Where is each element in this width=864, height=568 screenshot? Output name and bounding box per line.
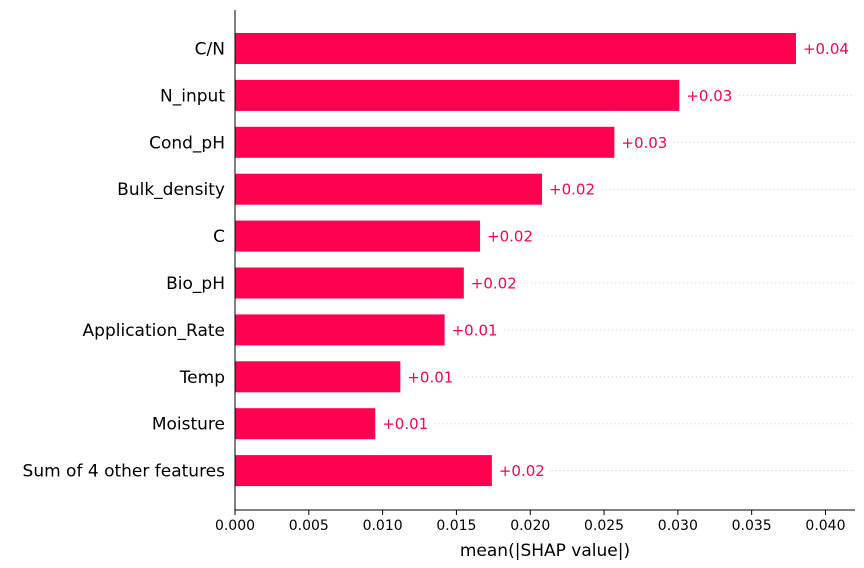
x-ticks: 0.000 0.005 0.010 0.015 0.020 0.025 0.030 0.035… (215, 510, 846, 534)
category-labels: C/N N_input Cond_pH Bulk_density C Bio_pH Appl… (23, 40, 226, 482)
bar (235, 361, 401, 393)
x-tick-label: 0.015 (436, 518, 476, 534)
category-label: Bulk_density (117, 180, 225, 200)
x-tick-label: 0.020 (510, 518, 550, 534)
bar (235, 33, 796, 64)
row-guides (434, 48, 856, 472)
x-tick-label: 0.000 (215, 518, 255, 534)
bar-value-label: +0.04 (803, 40, 849, 58)
bar (235, 126, 615, 158)
bars (235, 33, 796, 487)
x-tick-label: 0.005 (289, 518, 329, 534)
category-label: Cond_pH (149, 133, 225, 153)
bar (235, 220, 481, 252)
value-labels: +0.04 +0.03 +0.03 +0.02 +0.02 +0.02 +0.01 +0.01… (382, 40, 849, 480)
x-axis-title: mean(|SHAP value|) (460, 541, 630, 561)
bar-value-label: +0.02 (487, 228, 533, 246)
bar (235, 408, 376, 440)
bar (235, 267, 464, 299)
x-tick-label: 0.040 (805, 518, 845, 534)
bar (235, 314, 445, 346)
category-label: Moisture (152, 415, 225, 435)
category-label: C (213, 227, 225, 247)
bar-value-label: +0.01 (382, 415, 428, 433)
bar (235, 173, 543, 205)
category-label: Bio_pH (166, 274, 225, 294)
category-label: N_input (160, 86, 225, 106)
bar-value-label: +0.01 (452, 321, 498, 339)
x-tick-label: 0.025 (584, 518, 624, 534)
x-tick-label: 0.030 (658, 518, 698, 534)
bar-value-label: +0.01 (407, 368, 453, 386)
x-tick-label: 0.010 (363, 518, 403, 534)
category-label: Application_Rate (83, 321, 225, 341)
bar-value-label: +0.02 (471, 275, 517, 293)
x-tick-label: 0.035 (732, 518, 772, 534)
category-label: C/N (195, 40, 225, 60)
bar (235, 79, 680, 111)
bar-value-label: +0.03 (686, 87, 732, 105)
category-label: Temp (179, 368, 225, 388)
bar-value-label: +0.02 (549, 181, 595, 199)
bar-value-label: +0.03 (621, 134, 667, 152)
bar (235, 455, 492, 487)
category-label: Sum of 4 other features (23, 462, 226, 482)
bar-value-label: +0.02 (499, 462, 545, 480)
